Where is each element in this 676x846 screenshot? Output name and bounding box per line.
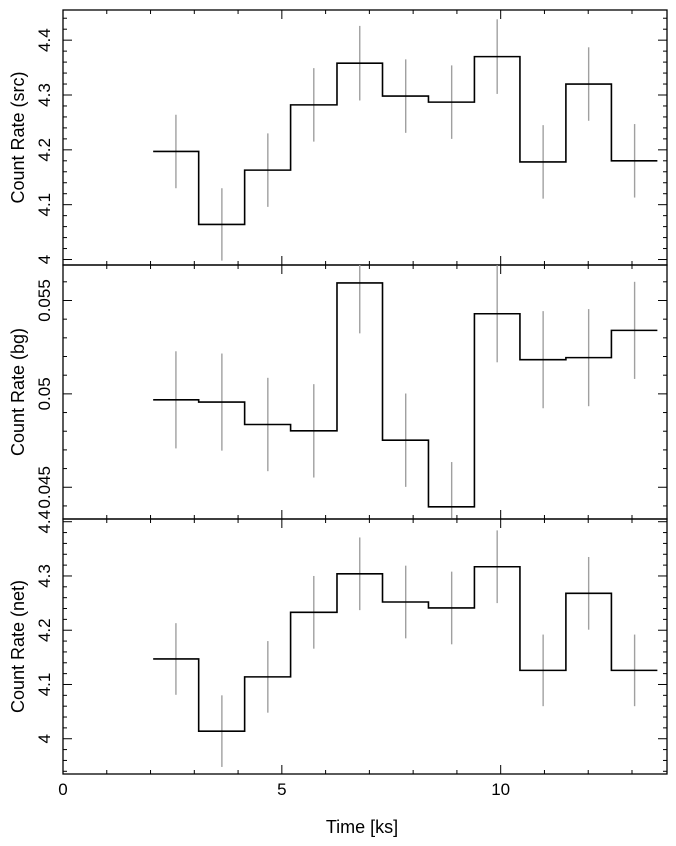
step-line xyxy=(153,55,658,226)
y-tick-label: 4.4 xyxy=(35,28,54,52)
y-tick-label: 0.045 xyxy=(35,466,54,509)
series-bg xyxy=(153,265,658,519)
y-tick-label: 4.3 xyxy=(35,83,54,107)
x-axis-label: Time [ks] xyxy=(326,817,398,837)
x-tick-label: 0 xyxy=(58,780,67,799)
y-axis-label: Count Rate (bg) xyxy=(8,328,28,456)
y-tick-label: 4.2 xyxy=(35,138,54,162)
panel-frame xyxy=(62,518,668,775)
y-tick-label: 4 xyxy=(35,255,54,264)
series-src xyxy=(153,19,658,261)
y-tick-label: 4.1 xyxy=(35,193,54,217)
y-tick-label: 4.3 xyxy=(35,564,54,588)
y-tick-label: 4.2 xyxy=(35,618,54,642)
y-tick-label: 4.1 xyxy=(35,673,54,697)
y-axis-label: Count Rate (net) xyxy=(8,580,28,713)
panel-bg: 0.045 0.05 0.055 Count Rate (bg) xyxy=(8,264,668,520)
x-axis: 0 5 10 xyxy=(58,780,510,799)
panel-src: 4 4.1 4.2 4.3 4.4 Count Rate (src) xyxy=(8,9,668,266)
step-line xyxy=(153,282,658,508)
panel-net: 4 4.1 4.2 4.3 4.4 Count Rate (net) xyxy=(8,510,668,775)
panel-frame xyxy=(62,9,668,266)
y-tick-label: 0.055 xyxy=(35,279,54,322)
x-tick-label: 10 xyxy=(491,780,510,799)
step-line xyxy=(153,565,658,732)
x-tick-label: 5 xyxy=(277,780,286,799)
y-tick-label: 4 xyxy=(35,734,54,743)
y-tick-label: 0.05 xyxy=(35,377,54,410)
panel-frame xyxy=(62,264,668,520)
y-tick-label: 4.4 xyxy=(35,510,54,534)
series-net xyxy=(153,530,658,767)
y-axis-label: Count Rate (src) xyxy=(8,71,28,203)
